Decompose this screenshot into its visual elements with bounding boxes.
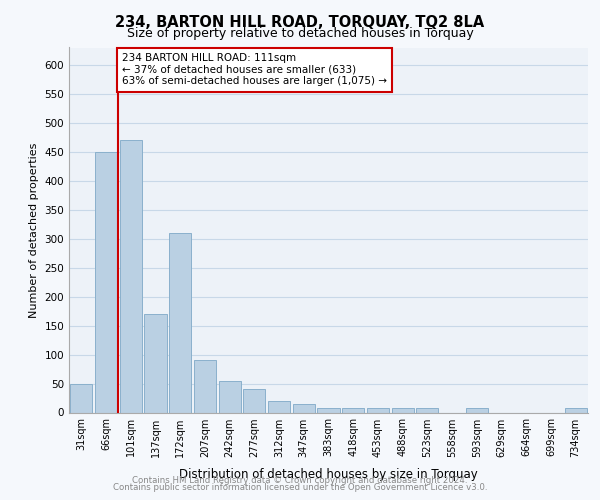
Bar [367, 408, 389, 412]
Bar [466, 408, 488, 412]
Bar [194, 360, 216, 412]
Bar [70, 384, 92, 412]
Text: Size of property relative to detached houses in Torquay: Size of property relative to detached ho… [127, 28, 473, 40]
Bar [565, 408, 587, 412]
Bar [95, 152, 117, 412]
Text: 234, BARTON HILL ROAD, TORQUAY, TQ2 8LA: 234, BARTON HILL ROAD, TORQUAY, TQ2 8LA [115, 15, 485, 30]
Bar [218, 380, 241, 412]
Bar [119, 140, 142, 412]
Y-axis label: Number of detached properties: Number of detached properties [29, 142, 39, 318]
Bar [293, 404, 315, 412]
Bar [317, 408, 340, 412]
Text: 234 BARTON HILL ROAD: 111sqm
← 37% of detached houses are smaller (633)
63% of s: 234 BARTON HILL ROAD: 111sqm ← 37% of de… [122, 54, 387, 86]
Bar [268, 401, 290, 412]
Bar [145, 314, 167, 412]
Bar [243, 390, 265, 412]
Bar [392, 408, 414, 412]
Text: Contains HM Land Registry data © Crown copyright and database right 2024.: Contains HM Land Registry data © Crown c… [132, 476, 468, 485]
Text: Contains public sector information licensed under the Open Government Licence v3: Contains public sector information licen… [113, 484, 487, 492]
Bar [169, 233, 191, 412]
Bar [342, 408, 364, 412]
Bar [416, 408, 439, 412]
X-axis label: Distribution of detached houses by size in Torquay: Distribution of detached houses by size … [179, 468, 478, 481]
